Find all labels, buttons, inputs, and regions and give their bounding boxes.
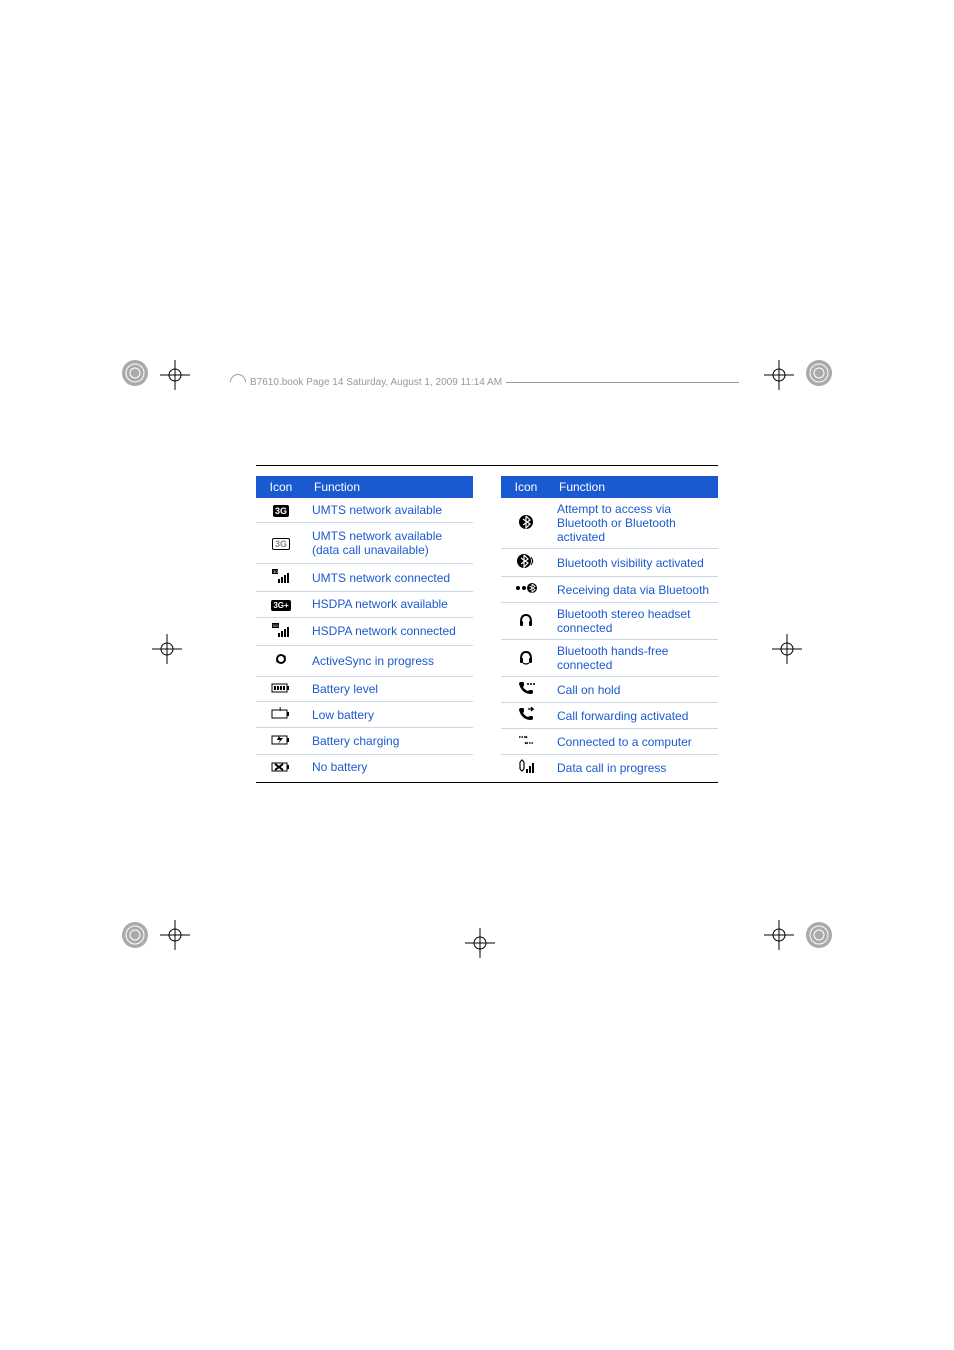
header-ornament-icon [227, 371, 250, 394]
function-text: Low battery [306, 702, 473, 728]
function-text: Bluetooth hands-free connected [551, 640, 718, 677]
3G-icon: 3G [256, 498, 306, 523]
table-row: 3G UMTS network connected [256, 563, 473, 592]
page-header: B7610.book Page 14 Saturday, August 1, 2… [230, 374, 739, 390]
table-row: Call on hold [501, 677, 718, 703]
table-row: Connected to a computer [501, 729, 718, 755]
function-text: UMTS network available (data call unavai… [306, 523, 473, 564]
crop-mark-icon [152, 634, 182, 664]
battery-icon [256, 676, 306, 701]
page-header-text: B7610.book Page 14 Saturday, August 1, 2… [250, 377, 502, 388]
crop-mark-icon [764, 920, 794, 950]
registration-mark-icon [120, 920, 150, 950]
table-row: Battery level [256, 676, 473, 701]
3G+-icon: 3G+ [256, 592, 306, 617]
table-row: 3G+ HSDPA network connected [256, 617, 473, 646]
table-row: ! Low battery [256, 702, 473, 728]
table-row: 3G+HSDPA network available [256, 592, 473, 617]
registration-mark-icon [804, 358, 834, 388]
function-text: No battery [306, 754, 473, 780]
function-text: Bluetooth visibility activated [551, 549, 718, 577]
icon-reference-section: Icon Function 3GUMTS network available3G… [256, 465, 718, 783]
icon-table-left: Icon Function 3GUMTS network available3G… [256, 476, 473, 780]
function-text: HSDPA network connected [306, 617, 473, 646]
bt-headset-icon [501, 603, 551, 640]
registration-mark-icon [120, 358, 150, 388]
table-row: No battery [256, 754, 473, 780]
battery-charge-icon [256, 728, 306, 754]
battery-none-icon [256, 754, 306, 780]
function-text: Battery charging [306, 728, 473, 754]
function-text: Call forwarding activated [551, 703, 718, 729]
function-text: UMTS network available [306, 498, 473, 523]
table-row: 3GUMTS network available [256, 498, 473, 523]
function-text: Receiving data via Bluetooth [551, 577, 718, 603]
sync-icon [256, 646, 306, 677]
call-fwd-icon [501, 703, 551, 729]
svg-text:3G+: 3G+ [273, 623, 281, 628]
battery-low-icon: ! [256, 702, 306, 728]
crop-mark-icon [160, 920, 190, 950]
table-row: Call forwarding activated [501, 703, 718, 729]
crop-mark-icon [160, 360, 190, 390]
col-function-header: Function [551, 476, 718, 498]
icon-table-right: Icon Function Attempt to access via Blue… [501, 476, 718, 780]
crop-mark-icon [465, 928, 495, 958]
sig-bars-3gplus-icon: 3G+ [256, 617, 306, 646]
col-function-header: Function [306, 476, 473, 498]
table-row: Receiving data via Bluetooth [501, 577, 718, 603]
function-text: ActiveSync in progress [306, 646, 473, 677]
function-text: Connected to a computer [551, 729, 718, 755]
svg-text:!: ! [279, 707, 281, 713]
table-row: Data call in progress [501, 755, 718, 781]
function-text: UMTS network connected [306, 563, 473, 592]
svg-text:3G: 3G [273, 569, 278, 574]
bt-icon [501, 498, 551, 549]
bt-recv-icon [501, 577, 551, 603]
table-row: Bluetooth visibility activated [501, 549, 718, 577]
bt-vis-icon [501, 549, 551, 577]
function-text: Battery level [306, 676, 473, 701]
function-text: Attempt to access via Bluetooth or Bluet… [551, 498, 718, 549]
pc-connect-icon [501, 729, 551, 755]
function-text: Data call in progress [551, 755, 718, 781]
table-row: Bluetooth hands-free connected [501, 640, 718, 677]
header-rule [506, 382, 739, 383]
crop-mark-icon [772, 634, 802, 664]
col-icon-header: Icon [501, 476, 551, 498]
table-row: Battery charging [256, 728, 473, 754]
crop-mark-icon [764, 360, 794, 390]
call-hold-icon [501, 677, 551, 703]
table-row: 3GUMTS network available (data call unav… [256, 523, 473, 564]
bt-handsfree-icon [501, 640, 551, 677]
registration-mark-icon [804, 920, 834, 950]
function-text: Bluetooth stereo headset connected [551, 603, 718, 640]
3G-icon: 3G [256, 523, 306, 564]
table-row: Bluetooth stereo headset connected [501, 603, 718, 640]
sig-bars-3g-icon: 3G [256, 563, 306, 592]
table-row: Attempt to access via Bluetooth or Bluet… [501, 498, 718, 549]
col-icon-header: Icon [256, 476, 306, 498]
function-text: HSDPA network available [306, 592, 473, 617]
data-call-icon [501, 755, 551, 781]
function-text: Call on hold [551, 677, 718, 703]
table-row: ActiveSync in progress [256, 646, 473, 677]
